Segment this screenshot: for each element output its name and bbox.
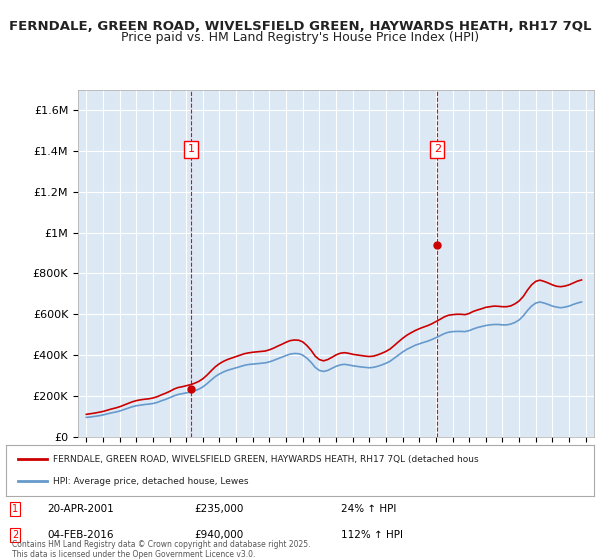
- Text: FERNDALE, GREEN ROAD, WIVELSFIELD GREEN, HAYWARDS HEATH, RH17 7QL (detached hous: FERNDALE, GREEN ROAD, WIVELSFIELD GREEN,…: [53, 455, 479, 464]
- Text: 20-APR-2001: 20-APR-2001: [47, 504, 114, 514]
- Text: HPI: Average price, detached house, Lewes: HPI: Average price, detached house, Lewe…: [53, 477, 248, 486]
- Text: £940,000: £940,000: [194, 530, 244, 540]
- Text: 1: 1: [188, 144, 194, 154]
- Text: FERNDALE, GREEN ROAD, WIVELSFIELD GREEN, HAYWARDS HEATH, RH17 7QL: FERNDALE, GREEN ROAD, WIVELSFIELD GREEN,…: [9, 20, 591, 32]
- Text: 04-FEB-2016: 04-FEB-2016: [47, 530, 113, 540]
- Text: £235,000: £235,000: [194, 504, 244, 514]
- Text: Contains HM Land Registry data © Crown copyright and database right 2025.
This d: Contains HM Land Registry data © Crown c…: [12, 540, 311, 559]
- Text: 112% ↑ HPI: 112% ↑ HPI: [341, 530, 403, 540]
- Text: Price paid vs. HM Land Registry's House Price Index (HPI): Price paid vs. HM Land Registry's House …: [121, 31, 479, 44]
- Text: 1: 1: [12, 504, 18, 514]
- Text: 24% ↑ HPI: 24% ↑ HPI: [341, 504, 397, 514]
- Text: 2: 2: [434, 144, 441, 154]
- Text: 2: 2: [12, 530, 18, 540]
